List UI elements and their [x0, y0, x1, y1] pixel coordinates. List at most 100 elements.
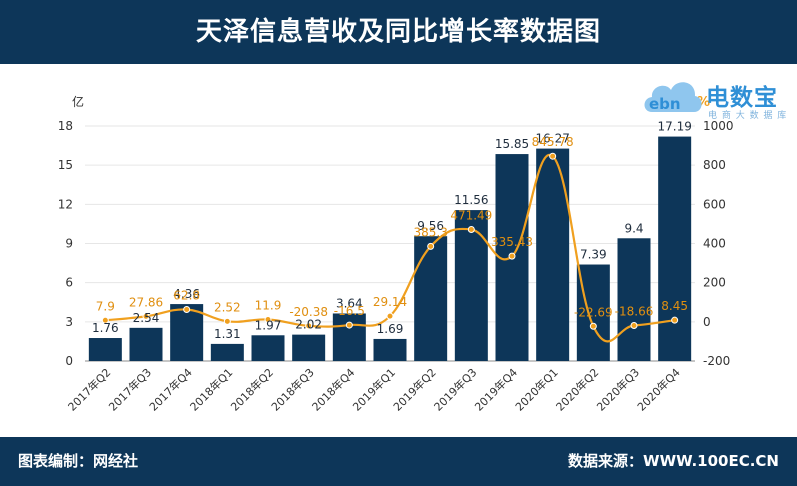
growth-rate-point — [467, 225, 475, 233]
x-tick-label: 2018年Q3 — [268, 365, 317, 414]
bar-value-label: 7.39 — [580, 248, 607, 262]
y-left-tick-label: 3 — [65, 315, 73, 329]
y-right-tick-label: 600 — [703, 197, 726, 211]
y-left-tick-label: 0 — [65, 354, 73, 368]
growth-rate-point — [427, 242, 435, 250]
chart-title: 天泽信息营收及同比增长率数据图 — [195, 17, 601, 47]
x-tick-label: 2019年Q2 — [390, 365, 439, 414]
x-tick-label: 2020年Q1 — [512, 365, 561, 414]
growth-rate-point — [183, 306, 191, 314]
line-value-label: 27.86 — [129, 295, 163, 309]
bar-value-label: 1.69 — [377, 322, 404, 336]
bar-value-label: 16.27 — [535, 132, 569, 146]
revenue-bar — [88, 338, 122, 361]
growth-rate-point — [101, 316, 109, 324]
logo-badge: ebn — [649, 95, 681, 113]
y-right-tick-label: 200 — [703, 276, 726, 290]
revenue-bar — [129, 327, 163, 361]
line-value-label: 62.8 — [173, 289, 200, 303]
bar-value-label: 3.64 — [336, 296, 363, 310]
brand-logo: ebn 电数宝 电 商 大 数 据 库 — [640, 72, 790, 122]
growth-rate-point — [630, 321, 638, 329]
chart-area: 0 3 6 9 12 15 18 -200 0 200 400 600 800 1000 亿% 1.76 2.5… — [0, 64, 797, 437]
line-value-label: 7.9 — [96, 299, 115, 313]
x-tick-label: 2020年Q2 — [553, 365, 602, 414]
y-right-tick-label: 1000 — [703, 119, 734, 133]
x-tick-label: 2019年Q3 — [431, 365, 480, 414]
x-tick-label: 2017年Q3 — [106, 365, 155, 414]
bar-value-label: 1.76 — [92, 321, 119, 335]
growth-rate-point — [549, 152, 557, 160]
line-value-label: 845.78 — [532, 135, 574, 149]
y-right-tick-label: 0 — [703, 315, 711, 329]
line-value-label: -18.66 — [615, 304, 654, 318]
growth-rate-point — [386, 312, 394, 320]
line-value-label: 11.9 — [255, 299, 282, 313]
line-value-label: 385.3 — [413, 225, 447, 239]
growth-rate-point — [589, 322, 597, 330]
revenue-bar — [170, 304, 204, 361]
growth-rate-point — [508, 252, 516, 260]
x-tick-label: 2017年Q4 — [146, 365, 195, 414]
bar-value-label: 2.02 — [295, 318, 322, 332]
revenue-bar — [658, 136, 692, 361]
bar-value-label: 9.4 — [624, 221, 643, 235]
revenue-bar — [536, 148, 570, 361]
x-tick-label: 2018年Q4 — [309, 365, 358, 414]
revenue-bar — [414, 236, 448, 361]
growth-rate-point — [264, 316, 272, 324]
growth-rate-point — [305, 322, 313, 330]
bar-value-label: 2.54 — [133, 311, 160, 325]
footer-source: 数据来源：WWW.100EC.CN — [568, 452, 779, 470]
y-left-unit: 亿 — [72, 94, 84, 109]
cloud-logo-icon: ebn — [644, 82, 702, 113]
growth-rate-point — [345, 321, 353, 329]
x-tick-label: 2018年Q2 — [228, 365, 277, 414]
line-value-label: 335.43 — [491, 235, 533, 249]
revenue-bar — [576, 264, 610, 361]
bar-value-label: 17.19 — [657, 120, 691, 134]
chart-footer: 图表编制：网经社 数据来源：WWW.100EC.CN — [0, 437, 797, 486]
revenue-bar — [617, 238, 651, 361]
revenue-bar — [210, 343, 244, 361]
growth-rate-point — [223, 317, 231, 325]
bar-value-label: 1.31 — [214, 327, 241, 341]
y-left-tick-label: 18 — [58, 119, 73, 133]
bar-value-label: 9.56 — [417, 219, 444, 233]
y-left-tick-label: 6 — [65, 276, 73, 290]
bar-value-label: 15.85 — [495, 137, 529, 151]
footer-credit: 图表编制：网经社 — [18, 452, 139, 470]
revenue-bar — [373, 338, 407, 361]
revenue-bar — [251, 335, 285, 361]
x-tick-label: 2018年Q1 — [187, 365, 236, 414]
x-tick-label: 2020年Q4 — [634, 365, 683, 414]
bar-value-label: 1.97 — [255, 318, 282, 332]
line-value-label: 29.14 — [373, 295, 407, 309]
y-left-tick-label: 12 — [58, 197, 73, 211]
x-tick-label: 2019年Q1 — [350, 365, 399, 414]
line-value-label: 8.45 — [661, 299, 688, 313]
revenue-bar — [332, 313, 366, 361]
revenue-bar — [292, 334, 326, 361]
line-value-label: -22.69 — [574, 305, 613, 319]
y-right-tick-label: -200 — [703, 354, 730, 368]
line-value-label: 471.49 — [450, 208, 492, 222]
y-right-tick-label: 400 — [703, 237, 726, 251]
x-tick-label: 2020年Q3 — [594, 365, 643, 414]
bar-value-label: 11.56 — [454, 193, 488, 207]
logo-tagline: 电 商 大 数 据 库 — [708, 111, 788, 121]
y-right-tick-label: 800 — [703, 158, 726, 172]
x-tick-label: 2019年Q4 — [472, 365, 521, 414]
growth-rate-point — [671, 316, 679, 324]
growth-rate-point — [142, 312, 150, 320]
line-value-label: -20.38 — [289, 305, 328, 319]
y-left-tick-label: 9 — [65, 237, 73, 251]
bar-value-label: 4.36 — [173, 287, 200, 301]
line-value-label: -16.5 — [334, 304, 365, 318]
chart-header: 天泽信息营收及同比增长率数据图 — [0, 0, 797, 64]
y-left-tick-label: 15 — [58, 158, 73, 172]
line-value-label: 2.52 — [214, 300, 241, 314]
growth-rate-line — [105, 153, 675, 343]
logo-brand: 电数宝 — [706, 85, 778, 111]
